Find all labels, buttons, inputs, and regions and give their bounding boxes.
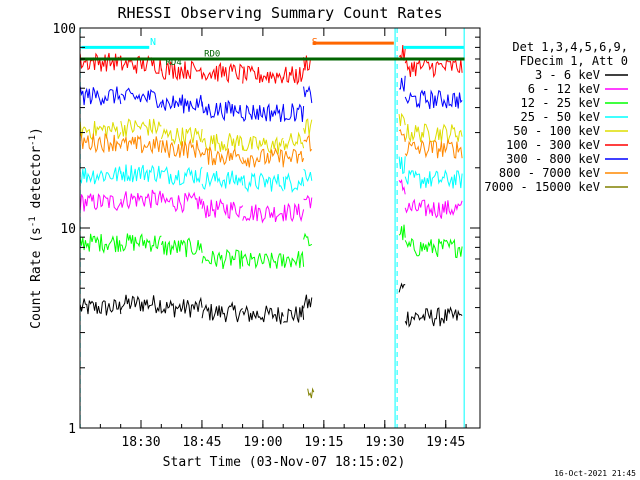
legend-header-line-1: Det 1,3,4,5,6,9, [512, 40, 628, 54]
y-axis-label-mid: detector [29, 146, 44, 217]
series-trace-7 [79, 129, 463, 168]
y-axis-label-sup2: -1 [28, 135, 38, 146]
series-layer [79, 45, 463, 399]
legend-entry-label: 3 - 6 keV [535, 68, 600, 82]
series-trace-3 [79, 156, 463, 193]
legend-entry-label: 50 - 100 keV [513, 124, 600, 138]
x-tick-label: 19:15 [304, 435, 343, 450]
series-trace-1 [79, 178, 463, 224]
plot-frame [79, 27, 481, 429]
y-axis-label-main: Count Rate (s [29, 227, 44, 329]
flag-label: RD4 [165, 58, 181, 68]
series-trace-0 [79, 282, 463, 328]
x-tick-label: 18:45 [182, 435, 221, 450]
legend-entry-label: 100 - 300 keV [506, 138, 600, 152]
legend-entry-label: 800 - 7000 keV [499, 166, 600, 180]
y-tick-label: 100 [53, 22, 76, 37]
saa-marker-label: N [150, 37, 156, 48]
y-tick-label: 1 [68, 422, 76, 437]
series-trace-6 [79, 75, 463, 123]
legend-entry-label: 25 - 50 keV [521, 110, 600, 124]
legend-entry-label: 300 - 800 keV [506, 152, 600, 166]
series-trace-2 [79, 224, 463, 270]
series-trace-8 [307, 387, 315, 399]
legend-entry-label: 6 - 12 keV [528, 82, 600, 96]
x-axis-label: Start Time (03-Nov-07 18:15:02) [163, 455, 406, 470]
x-tick-label: 19:45 [426, 435, 465, 450]
y-axis-label: Count Rate (s-1 detector-1) [28, 127, 44, 329]
x-tick-label: 18:30 [121, 435, 160, 450]
axes-layer: 18:30 18:45 19:00 19:15 19:30 19:45 1 10 100 [53, 22, 481, 450]
x-tick-label: 19:00 [243, 435, 282, 450]
series-trace-4 [79, 112, 463, 155]
y-tick-label: 10 [60, 222, 76, 237]
footer-timestamp: 16-Oct-2021 21:45 [554, 469, 636, 478]
legend: Det 1,3,4,5,6,9, FDecim 1, Att 0 3 - 6 k… [484, 40, 628, 194]
legend-entry-label: 12 - 25 keV [521, 96, 600, 110]
night-interval-layer [79, 28, 481, 428]
y-axis-label-end: ) [29, 127, 44, 135]
legend-entry-label: 7000 - 15000 keV [484, 180, 600, 194]
series-trace-5 [79, 45, 463, 86]
legend-header-line-2: FDecim 1, Att 0 [520, 54, 628, 68]
y-axis-label-sup1: -1 [28, 216, 38, 227]
x-tick-label: 19:30 [365, 435, 404, 450]
flag-layer: RD0 RD4 N S [80, 37, 465, 68]
chart-title: RHESSI Observing Summary Count Rates [117, 4, 442, 22]
saa-marker-label: S [312, 37, 318, 48]
flag-label: RD0 [204, 50, 220, 60]
